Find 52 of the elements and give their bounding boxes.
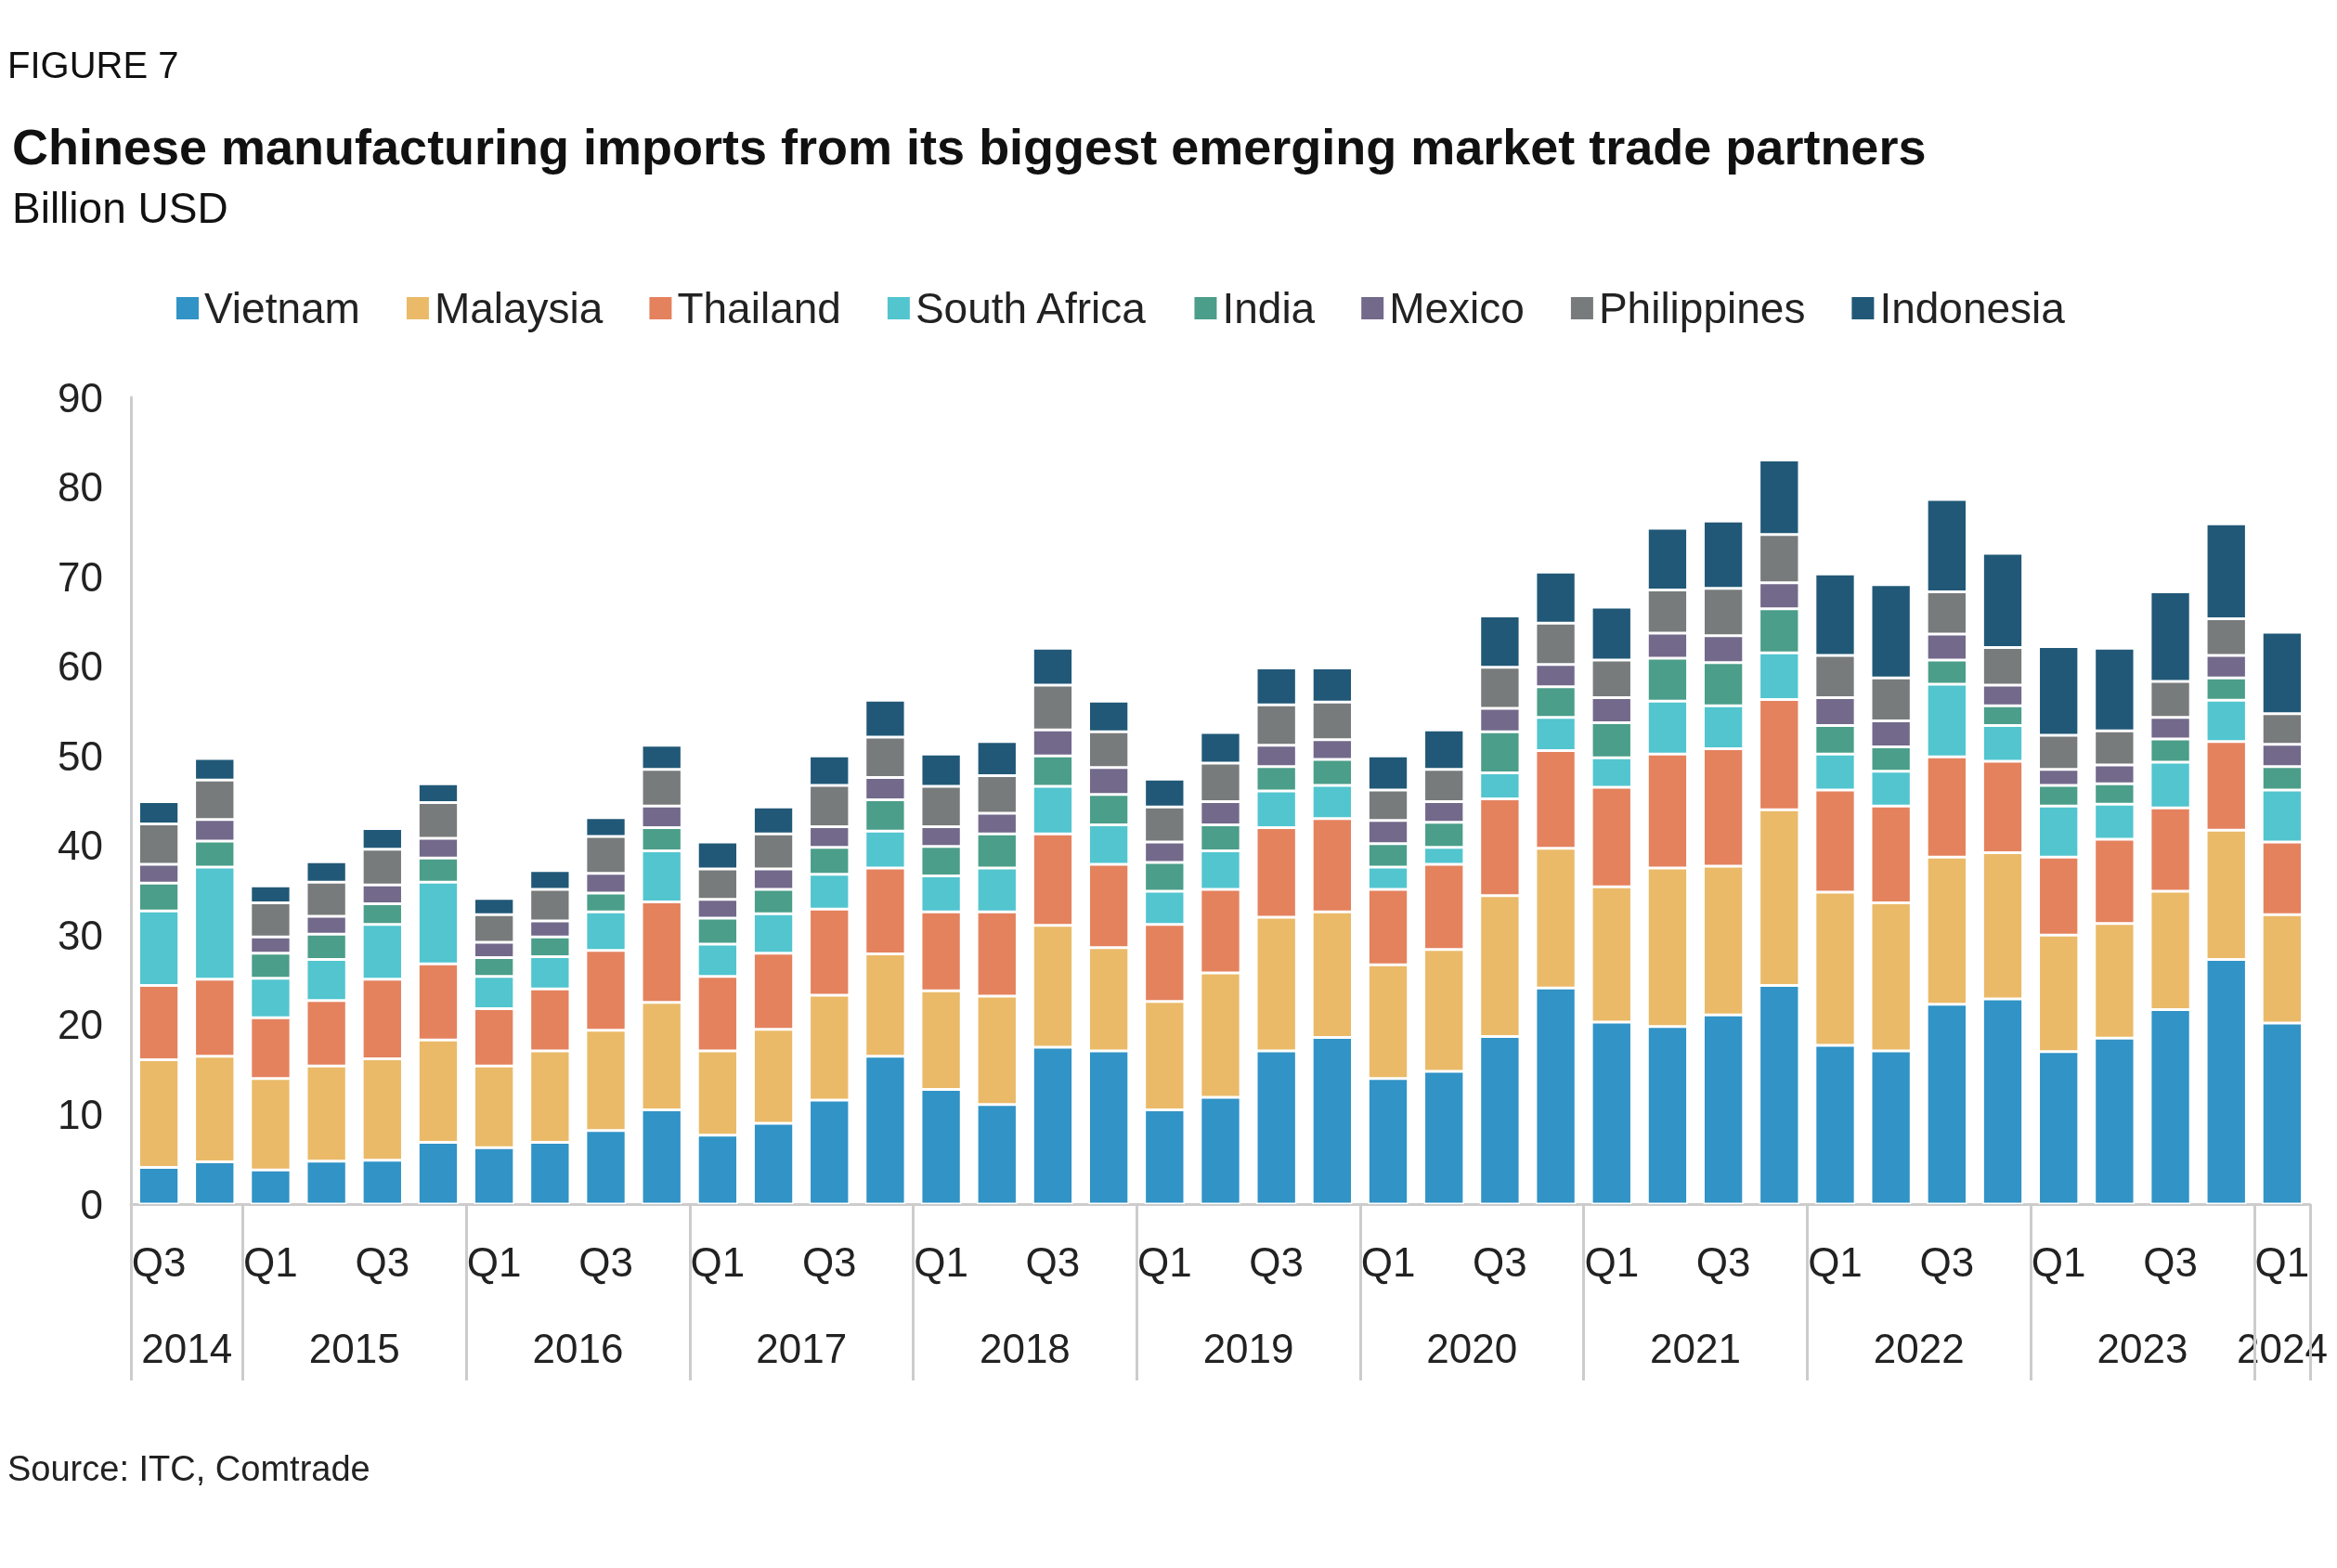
text: 2014 — [141, 1325, 233, 1371]
y-tick-label: 80 — [58, 464, 103, 511]
y-tick-label: 30 — [58, 912, 103, 958]
text: 2020 — [1426, 1325, 1518, 1371]
y-tick-label: 50 — [58, 732, 103, 779]
x-tick-label: Q3 — [1695, 1238, 1751, 1285]
y-tick-label: 90 — [58, 374, 103, 421]
chart-subtitle: Billion USD — [12, 184, 228, 232]
x-tick-label: Q3 — [1473, 1238, 1527, 1285]
text: 2017 — [756, 1325, 848, 1371]
x-tick-label: Q3 — [1919, 1238, 1975, 1285]
x-tick-label: Q1 — [2031, 1238, 2086, 1285]
y-tick-label: 0 — [80, 1181, 103, 1227]
legend-label: Vietnam — [204, 284, 360, 332]
text: 2021 — [1650, 1325, 1741, 1371]
x-tick-label: Q1 — [243, 1238, 298, 1285]
legend-label: India — [1222, 284, 1316, 332]
legend-label: Thailand — [677, 284, 841, 332]
y-tick-label: 20 — [58, 1002, 103, 1048]
x-tick-label: Q3 — [131, 1238, 187, 1285]
x-tick-label: Q3 — [578, 1238, 633, 1285]
text: 2023 — [2097, 1325, 2188, 1371]
legend-label: Malaysia — [434, 284, 604, 332]
legend-label: Philippines — [1598, 284, 1806, 332]
x-tick-label: Q3 — [1025, 1238, 1081, 1285]
x-tick-label: Q3 — [355, 1238, 410, 1285]
text: 2015 — [308, 1325, 400, 1371]
y-tick-label: 10 — [58, 1091, 103, 1137]
y-tick-label: 60 — [58, 643, 103, 690]
x-tick-label: Q1 — [466, 1238, 522, 1285]
chart-title: Chinese manufacturing imports from its biggest emerging market trade partners — [12, 119, 1927, 175]
x-tick-label: Q1 — [1584, 1238, 1640, 1285]
y-tick-label: 70 — [58, 553, 103, 600]
x-tick-label: Q3 — [1249, 1238, 1305, 1285]
x-tick-label: Q1 — [1136, 1238, 1192, 1285]
x-tick-label: Q3 — [801, 1238, 857, 1285]
text: 2018 — [979, 1325, 1071, 1371]
x-tick-label: Q1 — [690, 1238, 746, 1285]
legend-label: Mexico — [1389, 284, 1525, 332]
x-tick-label: Q1 — [1808, 1238, 1863, 1285]
x-tick-label: Q1 — [914, 1238, 968, 1285]
caption: FIGURE 7 — [7, 45, 179, 85]
x-tick-label: Q1 — [1360, 1238, 1416, 1285]
text: 2022 — [1873, 1325, 1965, 1371]
legend-label: Indonesia — [1879, 284, 2066, 332]
x-tick-label: Q1 — [2254, 1238, 2310, 1285]
source-note: Source: ITC, Comtrade — [7, 1449, 370, 1488]
y-tick-label: 40 — [58, 823, 103, 869]
x-tick-label: Q3 — [2143, 1238, 2198, 1285]
text: 2019 — [1202, 1325, 1294, 1371]
legend-label: South Africa — [915, 284, 1147, 332]
text: 2016 — [532, 1325, 624, 1371]
